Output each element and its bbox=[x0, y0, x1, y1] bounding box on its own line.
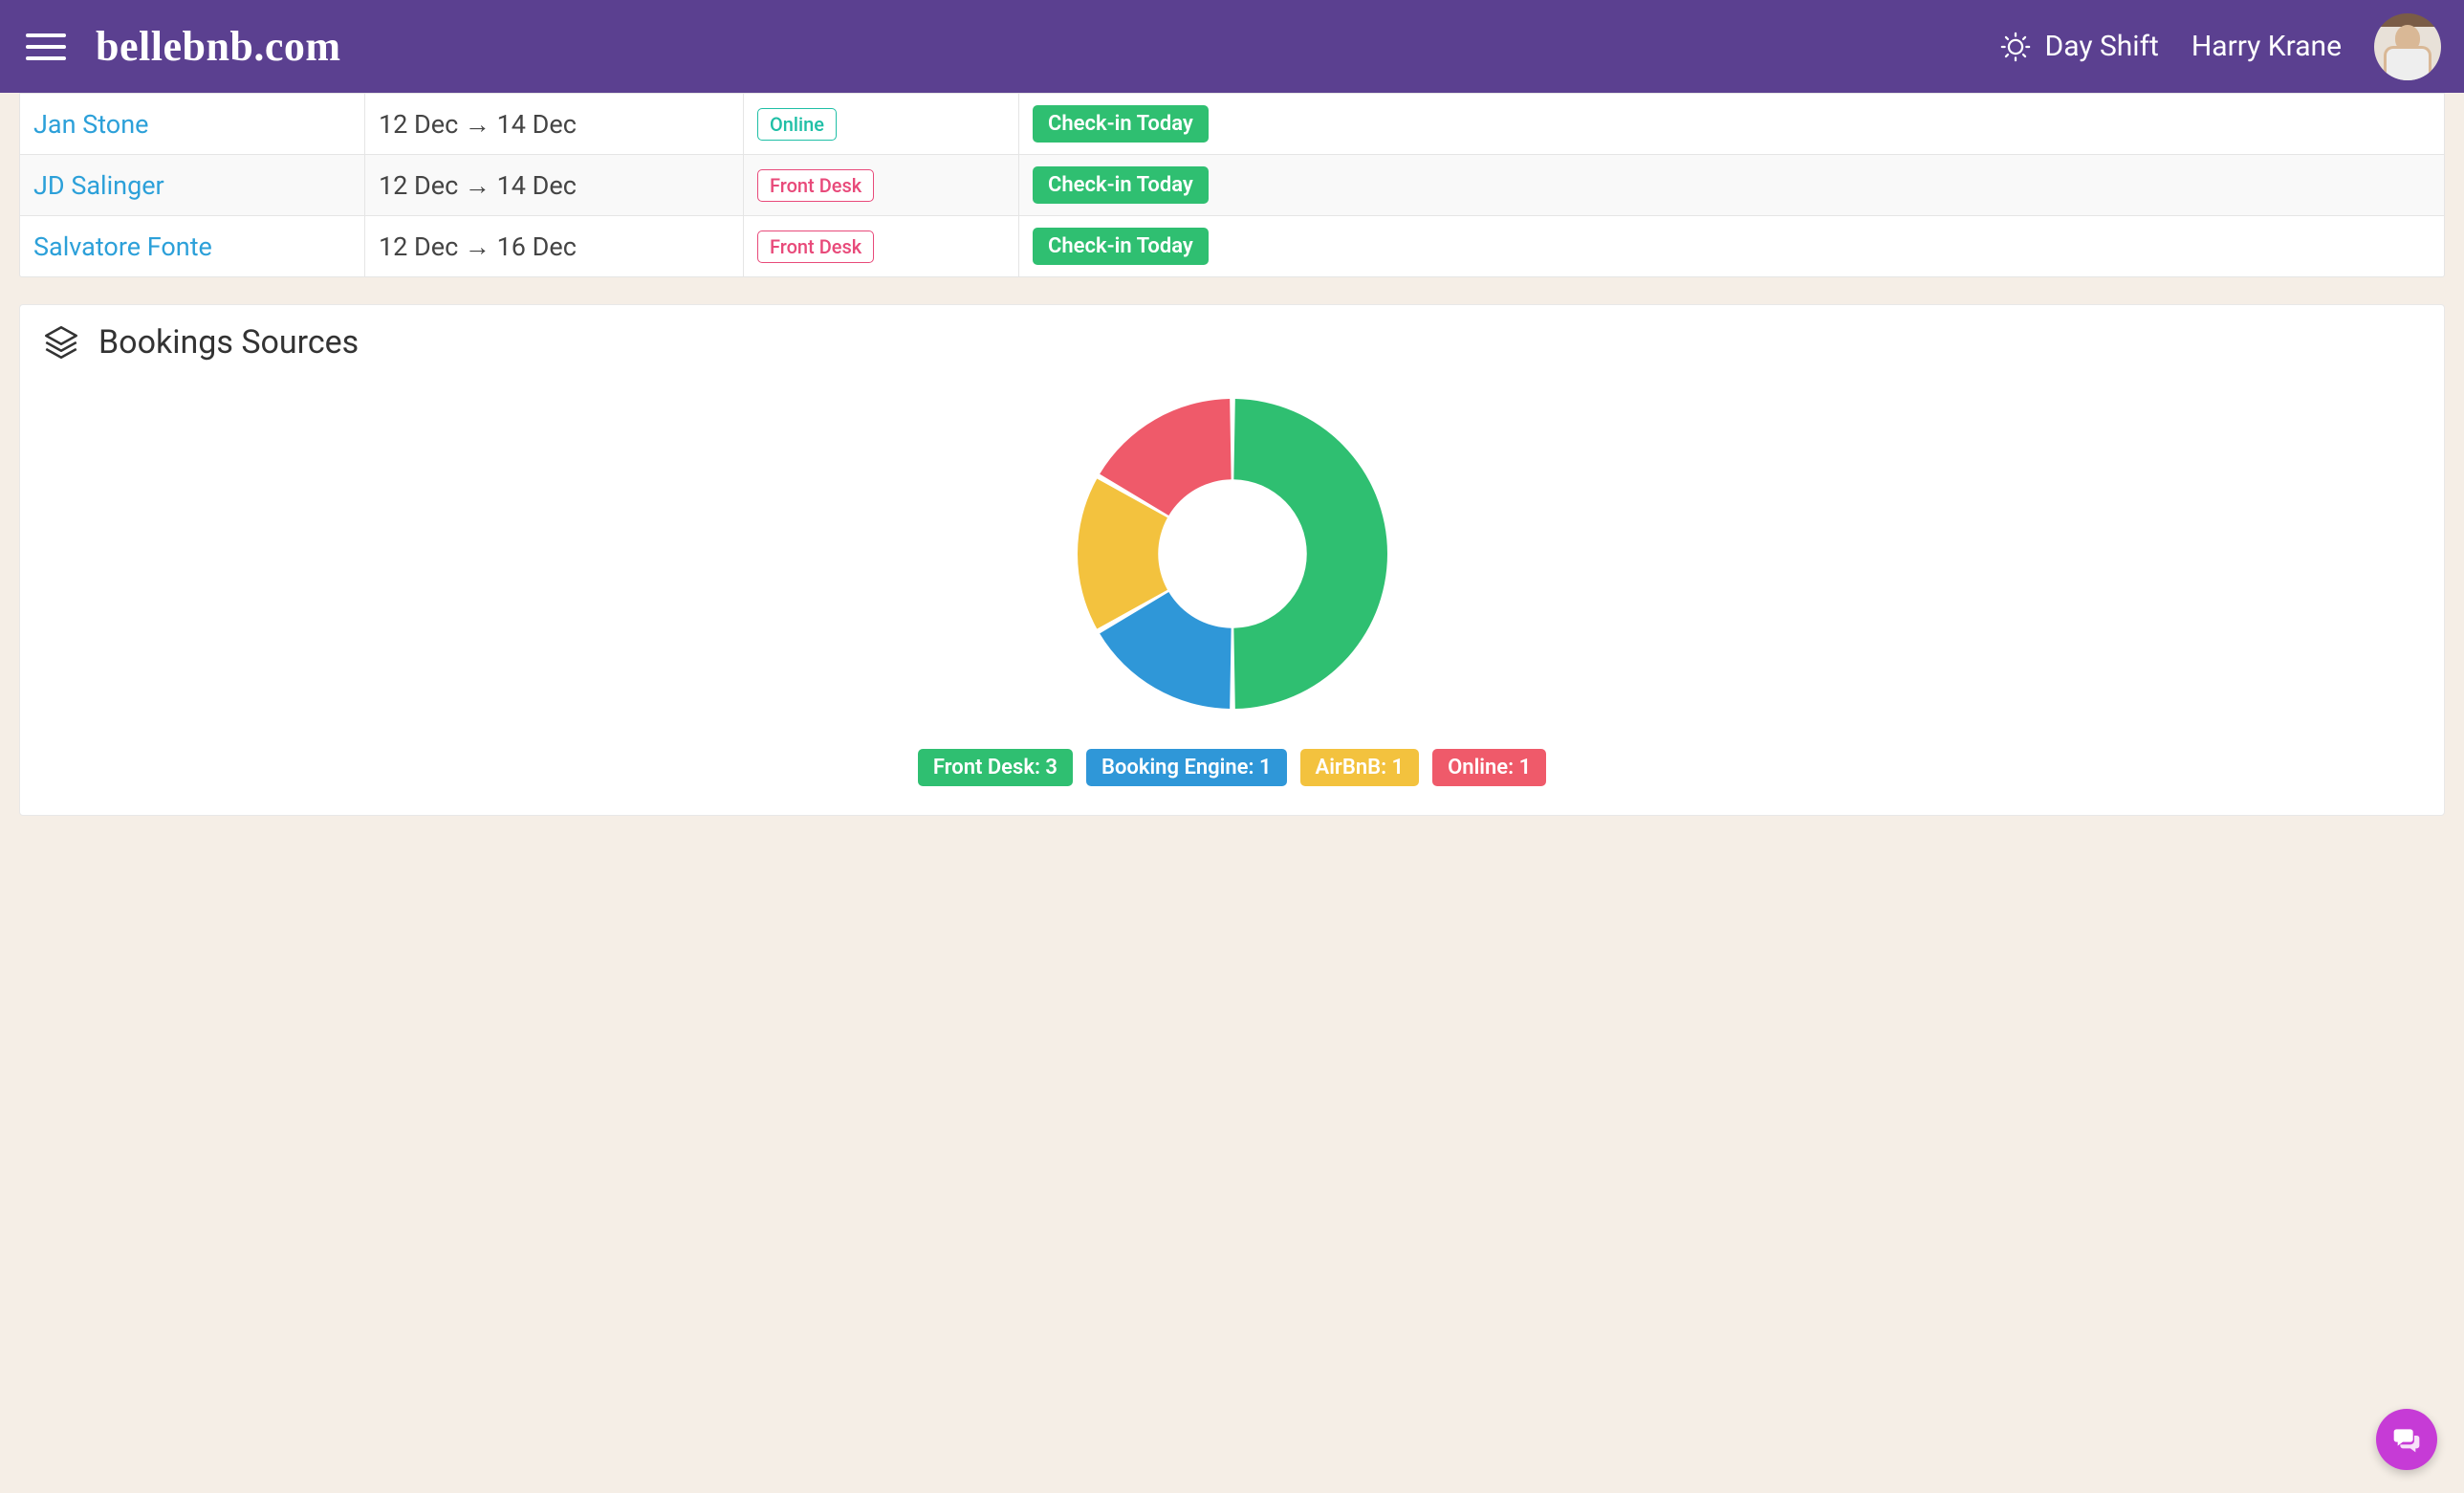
source-badge: Front Desk bbox=[757, 169, 874, 202]
chat-icon bbox=[2391, 1424, 2422, 1455]
legend-pill[interactable]: Booking Engine: 1 bbox=[1086, 749, 1287, 786]
table-row: Jan Stone12 Dec → 14 Dec Online Check-in T… bbox=[20, 94, 2444, 154]
sources-legend: Front Desk: 3 Booking Engine: 1 AirBnB: 1 O… bbox=[41, 749, 2423, 786]
booking-dates: 12 Dec → 14 Dec bbox=[364, 155, 743, 215]
booking-source-cell: Front Desk bbox=[743, 155, 1018, 215]
checkin-button[interactable]: Check-in Today bbox=[1033, 166, 1209, 204]
booking-source-cell: Online bbox=[743, 94, 1018, 154]
sun-icon bbox=[1999, 31, 2032, 63]
sources-title: Bookings Sources bbox=[98, 323, 359, 362]
booking-dates: 12 Dec → 16 Dec bbox=[364, 216, 743, 276]
chat-fab[interactable] bbox=[2376, 1409, 2437, 1470]
guest-link[interactable]: Jan Stone bbox=[20, 98, 364, 151]
checkin-button[interactable]: Check-in Today bbox=[1033, 105, 1209, 143]
legend-pill[interactable]: Online: 1 bbox=[1432, 749, 1546, 786]
avatar[interactable] bbox=[2374, 13, 2441, 80]
booking-action-cell: Check-in Today bbox=[1018, 94, 2444, 154]
booking-source-cell: Front Desk bbox=[743, 216, 1018, 276]
sources-card: Bookings Sources Front Desk: 3 Booking En… bbox=[19, 304, 2445, 816]
app-header: bellebnb.com Day Shift Harry Krane bbox=[0, 0, 2464, 93]
app-logo[interactable]: bellebnb.com bbox=[96, 22, 341, 71]
booking-dates: 12 Dec → 14 Dec bbox=[364, 94, 743, 154]
sources-donut-chart bbox=[1060, 382, 1405, 726]
menu-icon[interactable] bbox=[23, 24, 69, 70]
guest-link[interactable]: JD Salinger bbox=[20, 159, 364, 212]
source-badge: Online bbox=[757, 108, 837, 141]
shift-toggle[interactable]: Day Shift bbox=[1999, 30, 2159, 63]
table-row: Salvatore Fonte12 Dec → 16 Dec Front Desk… bbox=[20, 215, 2444, 276]
booking-action-cell: Check-in Today bbox=[1018, 155, 2444, 215]
arrivals-table: Jan Stone12 Dec → 14 Dec Online Check-in T… bbox=[19, 93, 2445, 277]
checkin-button[interactable]: Check-in Today bbox=[1033, 228, 1209, 265]
legend-pill[interactable]: Front Desk: 3 bbox=[918, 749, 1073, 786]
table-row: JD Salinger12 Dec → 14 Dec Front Desk Chec… bbox=[20, 154, 2444, 215]
source-badge: Front Desk bbox=[757, 231, 874, 263]
legend-pill[interactable]: AirBnB: 1 bbox=[1300, 749, 1420, 786]
donut-slice[interactable] bbox=[1233, 399, 1387, 709]
guest-link[interactable]: Salvatore Fonte bbox=[20, 220, 364, 274]
username-link[interactable]: Harry Krane bbox=[2191, 30, 2342, 63]
layers-icon bbox=[41, 322, 81, 362]
shift-label: Day Shift bbox=[2045, 30, 2159, 63]
booking-action-cell: Check-in Today bbox=[1018, 216, 2444, 276]
